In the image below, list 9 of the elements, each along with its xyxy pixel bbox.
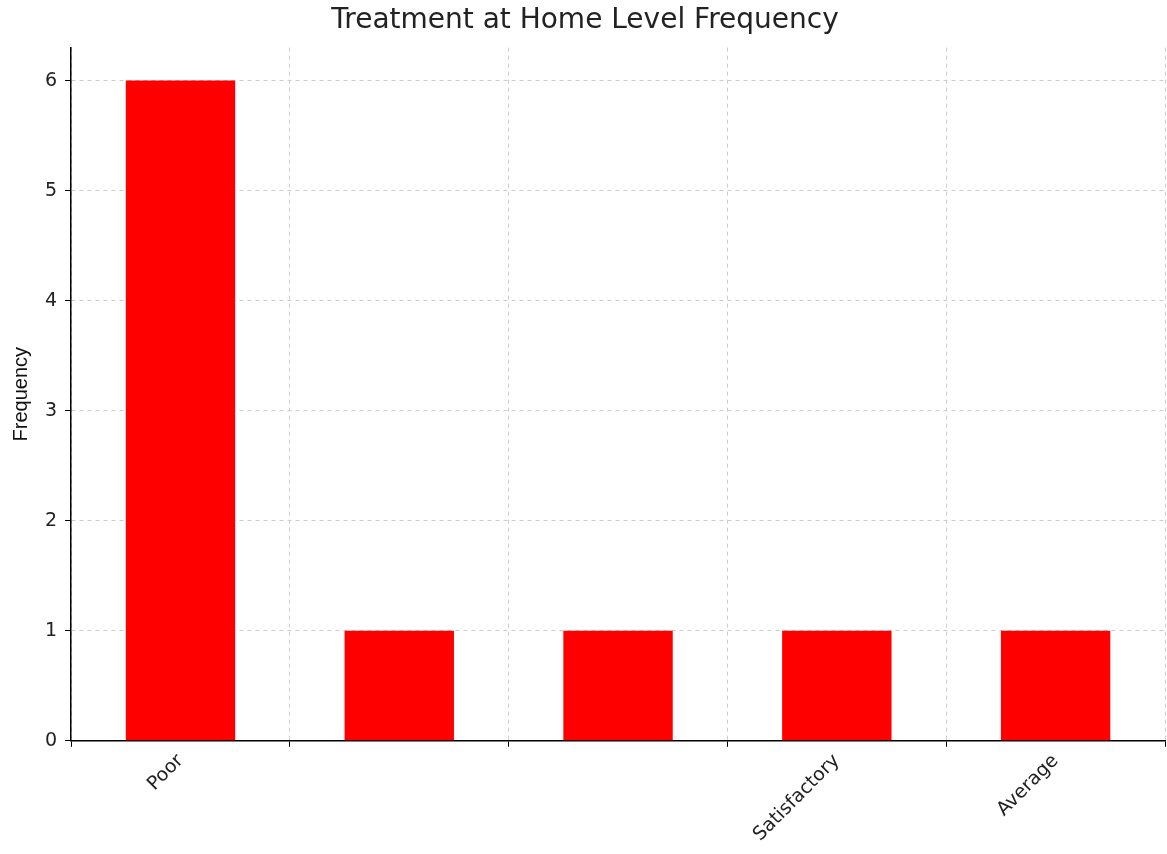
y-tick-label: 5: [44, 177, 58, 200]
y-axis-title: Frequency: [8, 346, 31, 442]
y-tick-label: 6: [44, 67, 58, 90]
y-tick-label: 0: [44, 727, 58, 750]
chart-title: Treatment at Home Level Frequency: [330, 2, 839, 36]
y-tick-label: 2: [44, 507, 58, 530]
y-tick-label: 1: [44, 617, 58, 640]
y-tick-label: 4: [44, 287, 58, 310]
y-tick-label: 3: [44, 397, 58, 420]
